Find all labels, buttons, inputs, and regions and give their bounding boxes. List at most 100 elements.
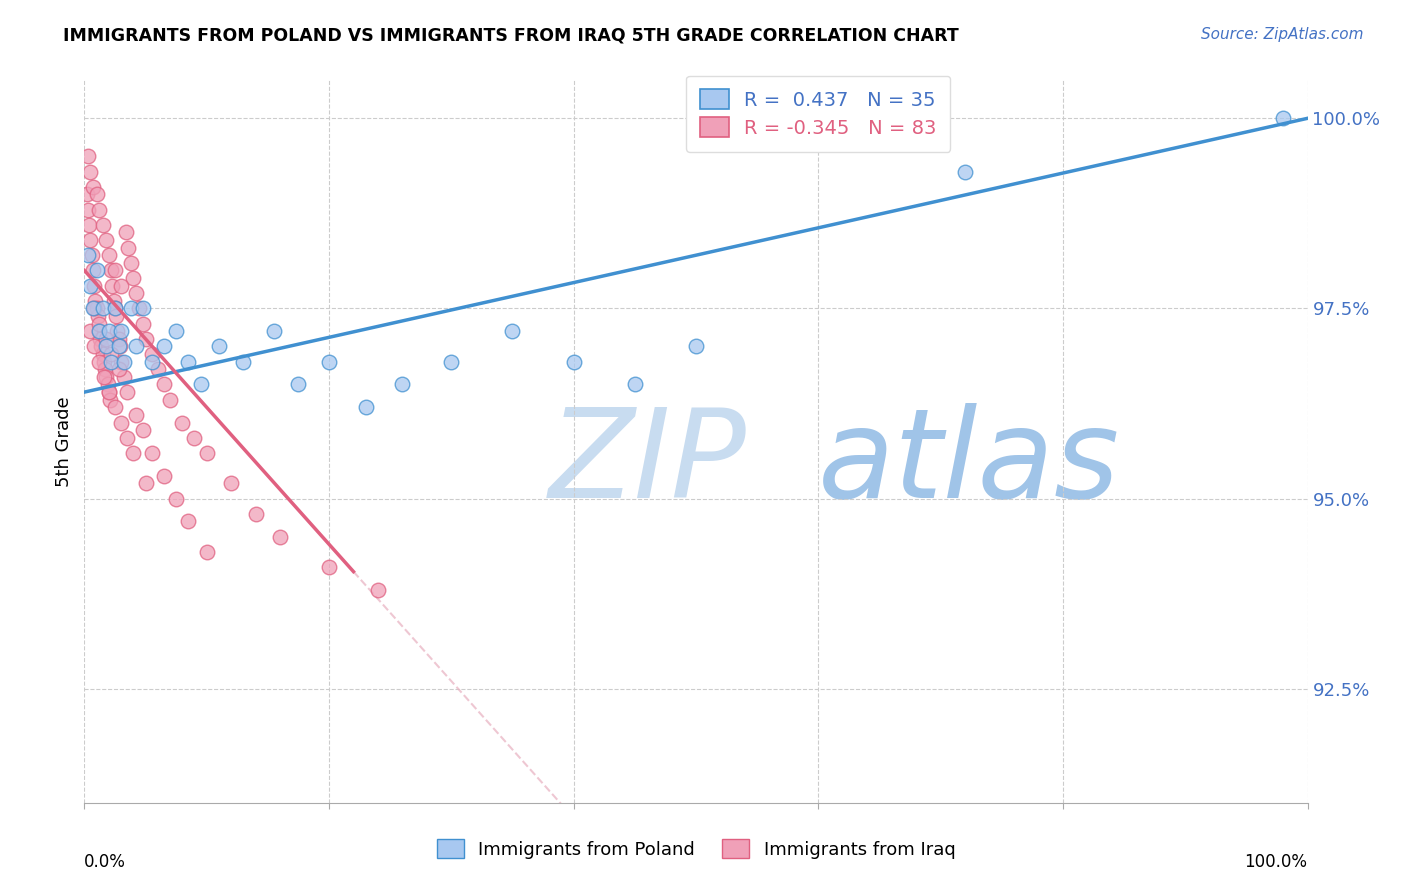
Point	[93, 370, 115, 384]
Point	[115, 226, 138, 240]
Point	[1272, 112, 1295, 126]
Point	[112, 370, 135, 384]
Point	[83, 339, 105, 353]
Point	[87, 309, 110, 323]
Point	[87, 324, 110, 338]
Point	[100, 354, 122, 368]
Point	[91, 218, 114, 232]
Point	[103, 293, 125, 308]
Point	[107, 362, 129, 376]
Point	[502, 324, 524, 338]
Point	[159, 392, 181, 407]
Point	[100, 263, 122, 277]
Legend: Immigrants from Poland, Immigrants from Iraq: Immigrants from Poland, Immigrants from …	[429, 832, 963, 866]
Point	[190, 377, 212, 392]
Point	[107, 339, 129, 353]
Point	[108, 339, 131, 353]
Point	[89, 332, 111, 346]
Point	[132, 423, 155, 437]
Point	[122, 271, 145, 285]
Point	[141, 354, 163, 368]
Point	[87, 317, 110, 331]
Text: 0.0%: 0.0%	[84, 854, 127, 871]
Point	[125, 339, 148, 353]
Point	[104, 301, 127, 316]
Point	[79, 278, 101, 293]
Point	[287, 377, 309, 392]
Point	[94, 362, 117, 376]
Point	[318, 354, 340, 368]
Point	[125, 408, 148, 422]
Point	[177, 354, 200, 368]
Point	[80, 248, 103, 262]
Point	[96, 233, 118, 247]
Point	[120, 301, 142, 316]
Point	[125, 286, 148, 301]
Point	[79, 324, 101, 338]
Point	[104, 301, 127, 316]
Text: IMMIGRANTS FROM POLAND VS IMMIGRANTS FROM IRAQ 5TH GRADE CORRELATION CHART: IMMIGRANTS FROM POLAND VS IMMIGRANTS FRO…	[63, 27, 959, 45]
Point	[115, 385, 138, 400]
Point	[245, 507, 267, 521]
Point	[135, 332, 157, 346]
Point	[195, 545, 218, 559]
Point	[104, 401, 127, 415]
Point	[107, 332, 129, 346]
Point	[96, 332, 118, 346]
Point	[153, 339, 176, 353]
Point	[110, 354, 132, 368]
Point	[232, 354, 254, 368]
Point	[87, 354, 110, 368]
Point	[172, 416, 194, 430]
Point	[98, 392, 121, 407]
Point	[96, 370, 118, 384]
Point	[953, 164, 976, 178]
Point	[93, 354, 115, 368]
Point	[354, 401, 377, 415]
Point	[76, 187, 98, 202]
Point	[82, 179, 104, 194]
Point	[79, 164, 101, 178]
Point	[120, 256, 142, 270]
Point	[110, 278, 132, 293]
Point	[165, 491, 187, 506]
Point	[183, 431, 205, 445]
Point	[97, 385, 120, 400]
Point	[86, 301, 108, 316]
Point	[122, 446, 145, 460]
Point	[391, 377, 413, 392]
Point	[624, 377, 647, 392]
Point	[195, 446, 218, 460]
Point	[177, 515, 200, 529]
Point	[101, 278, 124, 293]
Point	[105, 309, 128, 323]
Point	[132, 317, 155, 331]
Point	[83, 301, 105, 316]
Point	[77, 149, 100, 163]
Point	[82, 301, 104, 316]
Point	[86, 187, 108, 202]
Text: atlas: atlas	[818, 402, 1121, 524]
Point	[79, 233, 101, 247]
Point	[165, 324, 187, 338]
Point	[100, 347, 122, 361]
Point	[440, 354, 463, 368]
Point	[562, 354, 585, 368]
Point	[82, 263, 104, 277]
Point	[117, 241, 139, 255]
Point	[105, 324, 128, 338]
Point	[87, 324, 110, 338]
Point	[90, 339, 112, 353]
Point	[146, 362, 169, 376]
Point	[91, 301, 114, 316]
Point	[97, 377, 120, 392]
Point	[84, 293, 107, 308]
Text: 100.0%: 100.0%	[1244, 854, 1308, 871]
Point	[87, 202, 110, 217]
Point	[128, 301, 150, 316]
Text: Source: ZipAtlas.com: Source: ZipAtlas.com	[1201, 27, 1364, 42]
Point	[115, 431, 138, 445]
Point	[263, 324, 285, 338]
Point	[96, 339, 118, 353]
Point	[83, 278, 105, 293]
